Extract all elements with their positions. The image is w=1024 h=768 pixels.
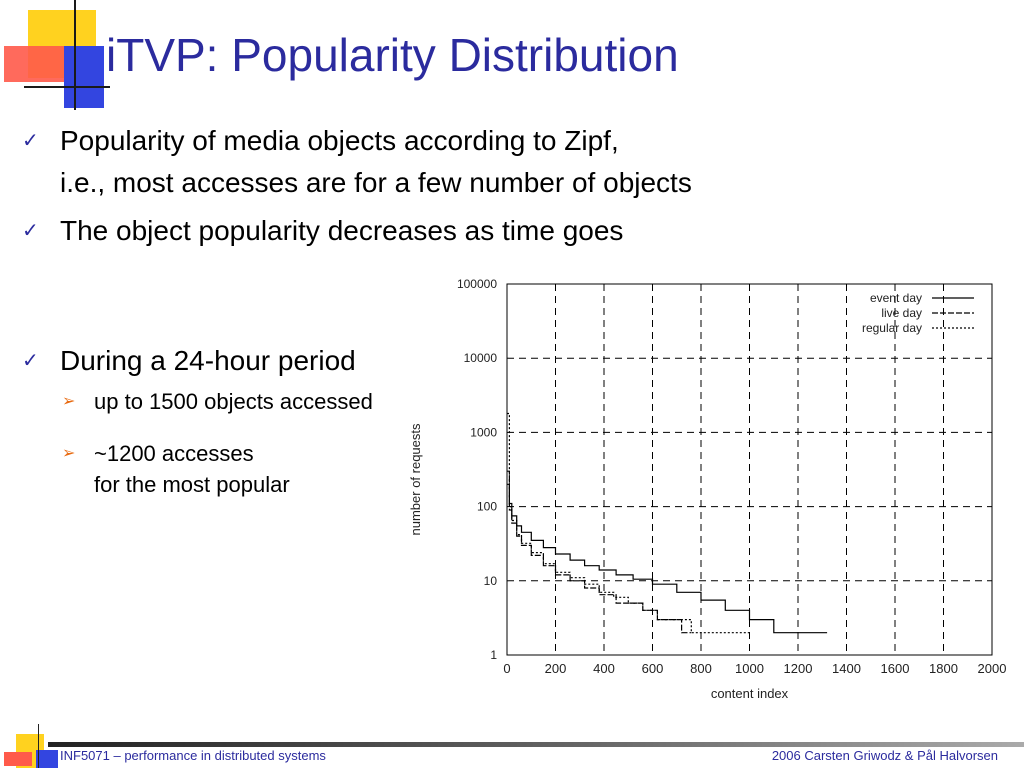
x-tick-label: 1200 (784, 661, 813, 676)
footer-authors: 2006 Carsten Griwodz & Pål Halvorsen (771, 748, 998, 763)
x-tick-label: 1400 (832, 661, 861, 676)
tick-labels: 0 200 400 600 800 1000 1200 1400 1600 1800 2000 1 10… (457, 277, 1007, 676)
footer-bar (48, 742, 1024, 747)
y-tick-label: 10000 (464, 351, 498, 365)
sub-bullet-text: up to 1500 objects accessed (94, 389, 373, 414)
check-icon: ✓ (22, 130, 39, 152)
arrow-icon: ➢ (62, 393, 76, 410)
y-tick-label: 1 (490, 648, 497, 662)
y-tick-label: 10 (484, 574, 498, 588)
x-tick-label: 2000 (978, 661, 1007, 676)
legend-label: live day (881, 306, 922, 320)
series-line-regular-day (507, 412, 750, 634)
logo (0, 0, 110, 112)
y-tick-label: 100 (477, 500, 497, 514)
bullet-text: The object popularity decreases as time … (60, 215, 624, 246)
arrow-icon: ➢ (62, 445, 76, 462)
chart-svg: 0 200 400 600 800 1000 1200 1400 1600 1800 2000 1 10… (408, 277, 1007, 701)
bullet-text: Popularity of media objects according to… (60, 125, 692, 198)
x-axis-label: content index (711, 686, 789, 701)
legend-label: regular day (862, 321, 922, 335)
x-tick-label: 1800 (929, 661, 958, 676)
y-tick-label: 1000 (470, 425, 497, 439)
x-tick-label: 800 (690, 661, 712, 676)
legend-label: event day (870, 291, 922, 305)
series (507, 412, 828, 634)
footer-logo (0, 724, 70, 768)
series-line-live-day (507, 470, 692, 634)
series-line-event-day (507, 483, 828, 634)
footer-course: INF5071 – performance in distributed sys… (60, 748, 326, 763)
x-tick-label: 0 (503, 661, 510, 676)
bullet-text: During a 24-hour period (60, 345, 356, 376)
x-tick-label: 400 (593, 661, 615, 676)
y-axis-label: number of requests (408, 423, 423, 536)
grid (507, 284, 992, 655)
popularity-chart: 0 200 400 600 800 1000 1200 1400 1600 1800 2000 1 10… (400, 268, 1020, 708)
y-tick-label: 100000 (457, 277, 497, 291)
plot-frame (506, 283, 993, 656)
check-icon: ✓ (22, 350, 39, 372)
check-icon: ✓ (22, 220, 39, 242)
x-tick-label: 1000 (735, 661, 764, 676)
x-tick-label: 1600 (881, 661, 910, 676)
slide-title: iTVP: Popularity Distribution (106, 29, 679, 81)
x-tick-label: 600 (642, 661, 664, 676)
x-tick-label: 200 (545, 661, 567, 676)
sub-bullet-text: ~1200 accesses for the most popular (94, 441, 290, 497)
